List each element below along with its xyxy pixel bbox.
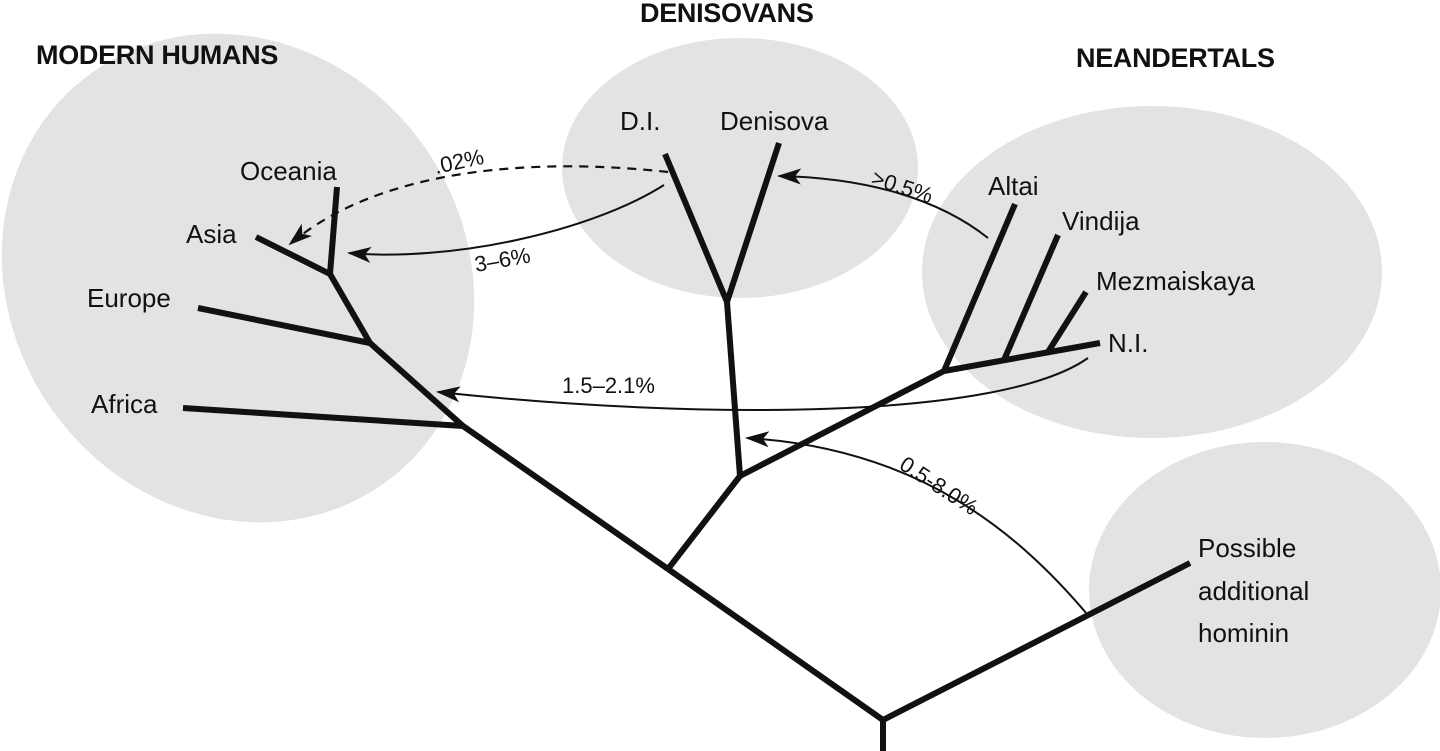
- asia-label: Asia: [186, 219, 237, 249]
- africa-label: Africa: [91, 389, 158, 419]
- branch-vindija: [1001, 233, 1061, 362]
- modern-humans-label: MODERN HUMANS: [36, 40, 278, 70]
- branch-root-to-split: [666, 566, 885, 723]
- pct-di-to-oceania: .02%: [432, 144, 486, 179]
- di-label: D.I.: [620, 106, 660, 136]
- possible-hominin-label-line1: Possible: [1198, 533, 1296, 563]
- denisovans-label: DENISOVANS: [640, 0, 814, 28]
- europe-label: Europe: [87, 283, 171, 313]
- mezmaiskaya-label: Mezmaiskaya: [1096, 266, 1255, 296]
- branch-root-to-hominin: [881, 560, 1192, 723]
- branch-split-to-archaic-node: [665, 474, 743, 571]
- branch-neandertal-stem: [943, 340, 1101, 374]
- arrow-hominin-to-denisovan: [745, 431, 1088, 615]
- branch-di: [662, 152, 730, 304]
- branch-europe: [197, 305, 371, 346]
- gene-flow-arrows: [288, 165, 1089, 615]
- oceania-label: Oceania: [240, 156, 337, 186]
- pct-hominin-to-denisovan: 0.5-8.0%: [895, 451, 982, 520]
- branch-to-denisovan-node: [724, 301, 743, 477]
- branch-denisova: [724, 142, 782, 303]
- branch-africa: [182, 405, 464, 429]
- branch-to-europe-node: [368, 340, 465, 429]
- vindija-label: Vindija: [1062, 206, 1140, 236]
- tree-branches: [182, 142, 1192, 751]
- arrow-ni-to-africa: [436, 357, 1089, 411]
- branch-altai: [941, 202, 1018, 373]
- branch-asia: [254, 234, 332, 277]
- modern-humans-region: [1, 33, 475, 523]
- arrow-di-to-asia: [347, 184, 665, 263]
- dashed-arrow-di-to-oceania: [288, 165, 669, 246]
- branch-split-to-africa-node: [461, 423, 670, 572]
- branch-mezmaiskaya: [1045, 290, 1089, 354]
- denisova-label: Denisova: [720, 106, 829, 136]
- altai-label: Altai: [988, 171, 1039, 201]
- neandertals-label: NEANDERTALS: [1076, 43, 1275, 73]
- branch-to-neandertal-node: [738, 368, 946, 479]
- denisovans-region: [562, 38, 918, 298]
- additional-hominin-region: [1089, 442, 1440, 738]
- possible-hominin-label-line3: hominin: [1198, 618, 1289, 648]
- arrow-neandertal-to-denisova: [777, 168, 989, 239]
- branch-oceania: [327, 186, 340, 275]
- branch-to-asia-node: [327, 272, 373, 345]
- pct-ni-to-africa: 1.5–2.1%: [562, 373, 655, 398]
- possible-hominin-label-line2: additional: [1198, 576, 1309, 606]
- ni-label: N.I.: [1108, 328, 1148, 358]
